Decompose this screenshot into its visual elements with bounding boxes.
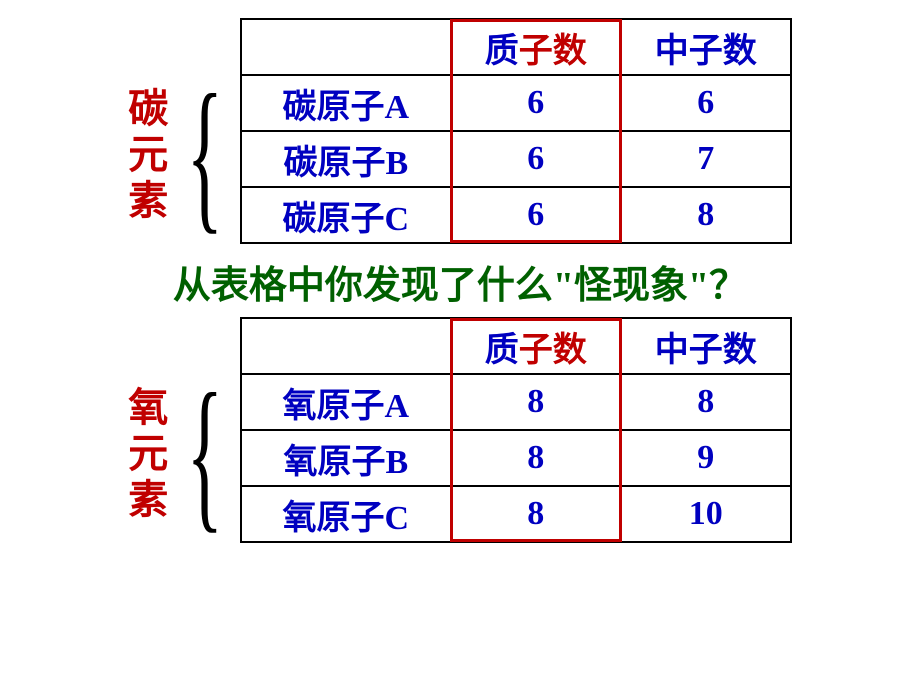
carbon-brace: { [187,74,224,236]
carbon-label-char-2: 元 [128,132,168,178]
table-row: 氧原子A 8 8 [241,374,791,430]
proton-count-header: 质子数 [451,19,621,75]
neutron-value: 8 [621,374,791,430]
neutron-value: 7 [621,131,791,187]
proton-value: 8 [451,374,621,430]
question-text: 从表格中你发现了什么"怪现象"？ [173,254,747,309]
atom-name: 碳原子B [241,131,451,187]
table-header-row: 质子数 中子数 [241,19,791,75]
atom-name: 氧原子B [241,430,451,486]
carbon-table-wrap: 质子数 中子数 碳原子A 6 6 碳原子B 6 7 碳原子C 6 8 [240,18,792,244]
neutron-count-header: 中子数 [621,19,791,75]
oxygen-brace: { [187,373,224,535]
proton-value: 6 [451,75,621,131]
carbon-element-label: 碳 元 素 [128,86,168,224]
table-row: 碳原子B 6 7 [241,131,791,187]
neutron-value: 6 [621,75,791,131]
oxygen-label-char-2: 元 [128,431,168,477]
carbon-label-char-3: 素 [128,178,168,224]
atom-name: 氧原子A [241,374,451,430]
carbon-block: 碳 元 素 { 质子数 中子数 碳原子A 6 6 碳原子B 6 [128,18,792,244]
oxygen-element-label: 氧 元 素 [128,385,168,523]
oxygen-label-char-1: 氧 [128,385,168,431]
proton-value: 6 [451,131,621,187]
blank-header [241,318,451,374]
atom-name: 碳原子C [241,187,451,243]
proton-count-header: 质子数 [451,318,621,374]
neutron-value: 8 [621,187,791,243]
neutron-value: 9 [621,430,791,486]
oxygen-table: 质子数 中子数 氧原子A 8 8 氧原子B 8 9 氧原子C 8 10 [240,317,792,543]
table-row: 碳原子A 6 6 [241,75,791,131]
table-header-row: 质子数 中子数 [241,318,791,374]
oxygen-table-wrap: 质子数 中子数 氧原子A 8 8 氧原子B 8 9 氧原子C 8 10 [240,317,792,543]
atom-name: 氧原子C [241,486,451,542]
oxygen-label-char-3: 素 [128,477,168,523]
oxygen-block: 氧 元 素 { 质子数 中子数 氧原子A 8 8 氧原子B 8 [128,317,792,543]
neutron-value: 10 [621,486,791,542]
proton-value: 6 [451,187,621,243]
atom-name: 碳原子A [241,75,451,131]
carbon-table: 质子数 中子数 碳原子A 6 6 碳原子B 6 7 碳原子C 6 8 [240,18,792,244]
blank-header [241,19,451,75]
table-row: 氧原子B 8 9 [241,430,791,486]
proton-value: 8 [451,486,621,542]
slide: 碳 元 素 { 质子数 中子数 碳原子A 6 6 碳原子B 6 [0,0,920,690]
proton-value: 8 [451,430,621,486]
table-row: 氧原子C 8 10 [241,486,791,542]
carbon-label-char-1: 碳 [128,86,168,132]
neutron-count-header: 中子数 [621,318,791,374]
table-row: 碳原子C 6 8 [241,187,791,243]
